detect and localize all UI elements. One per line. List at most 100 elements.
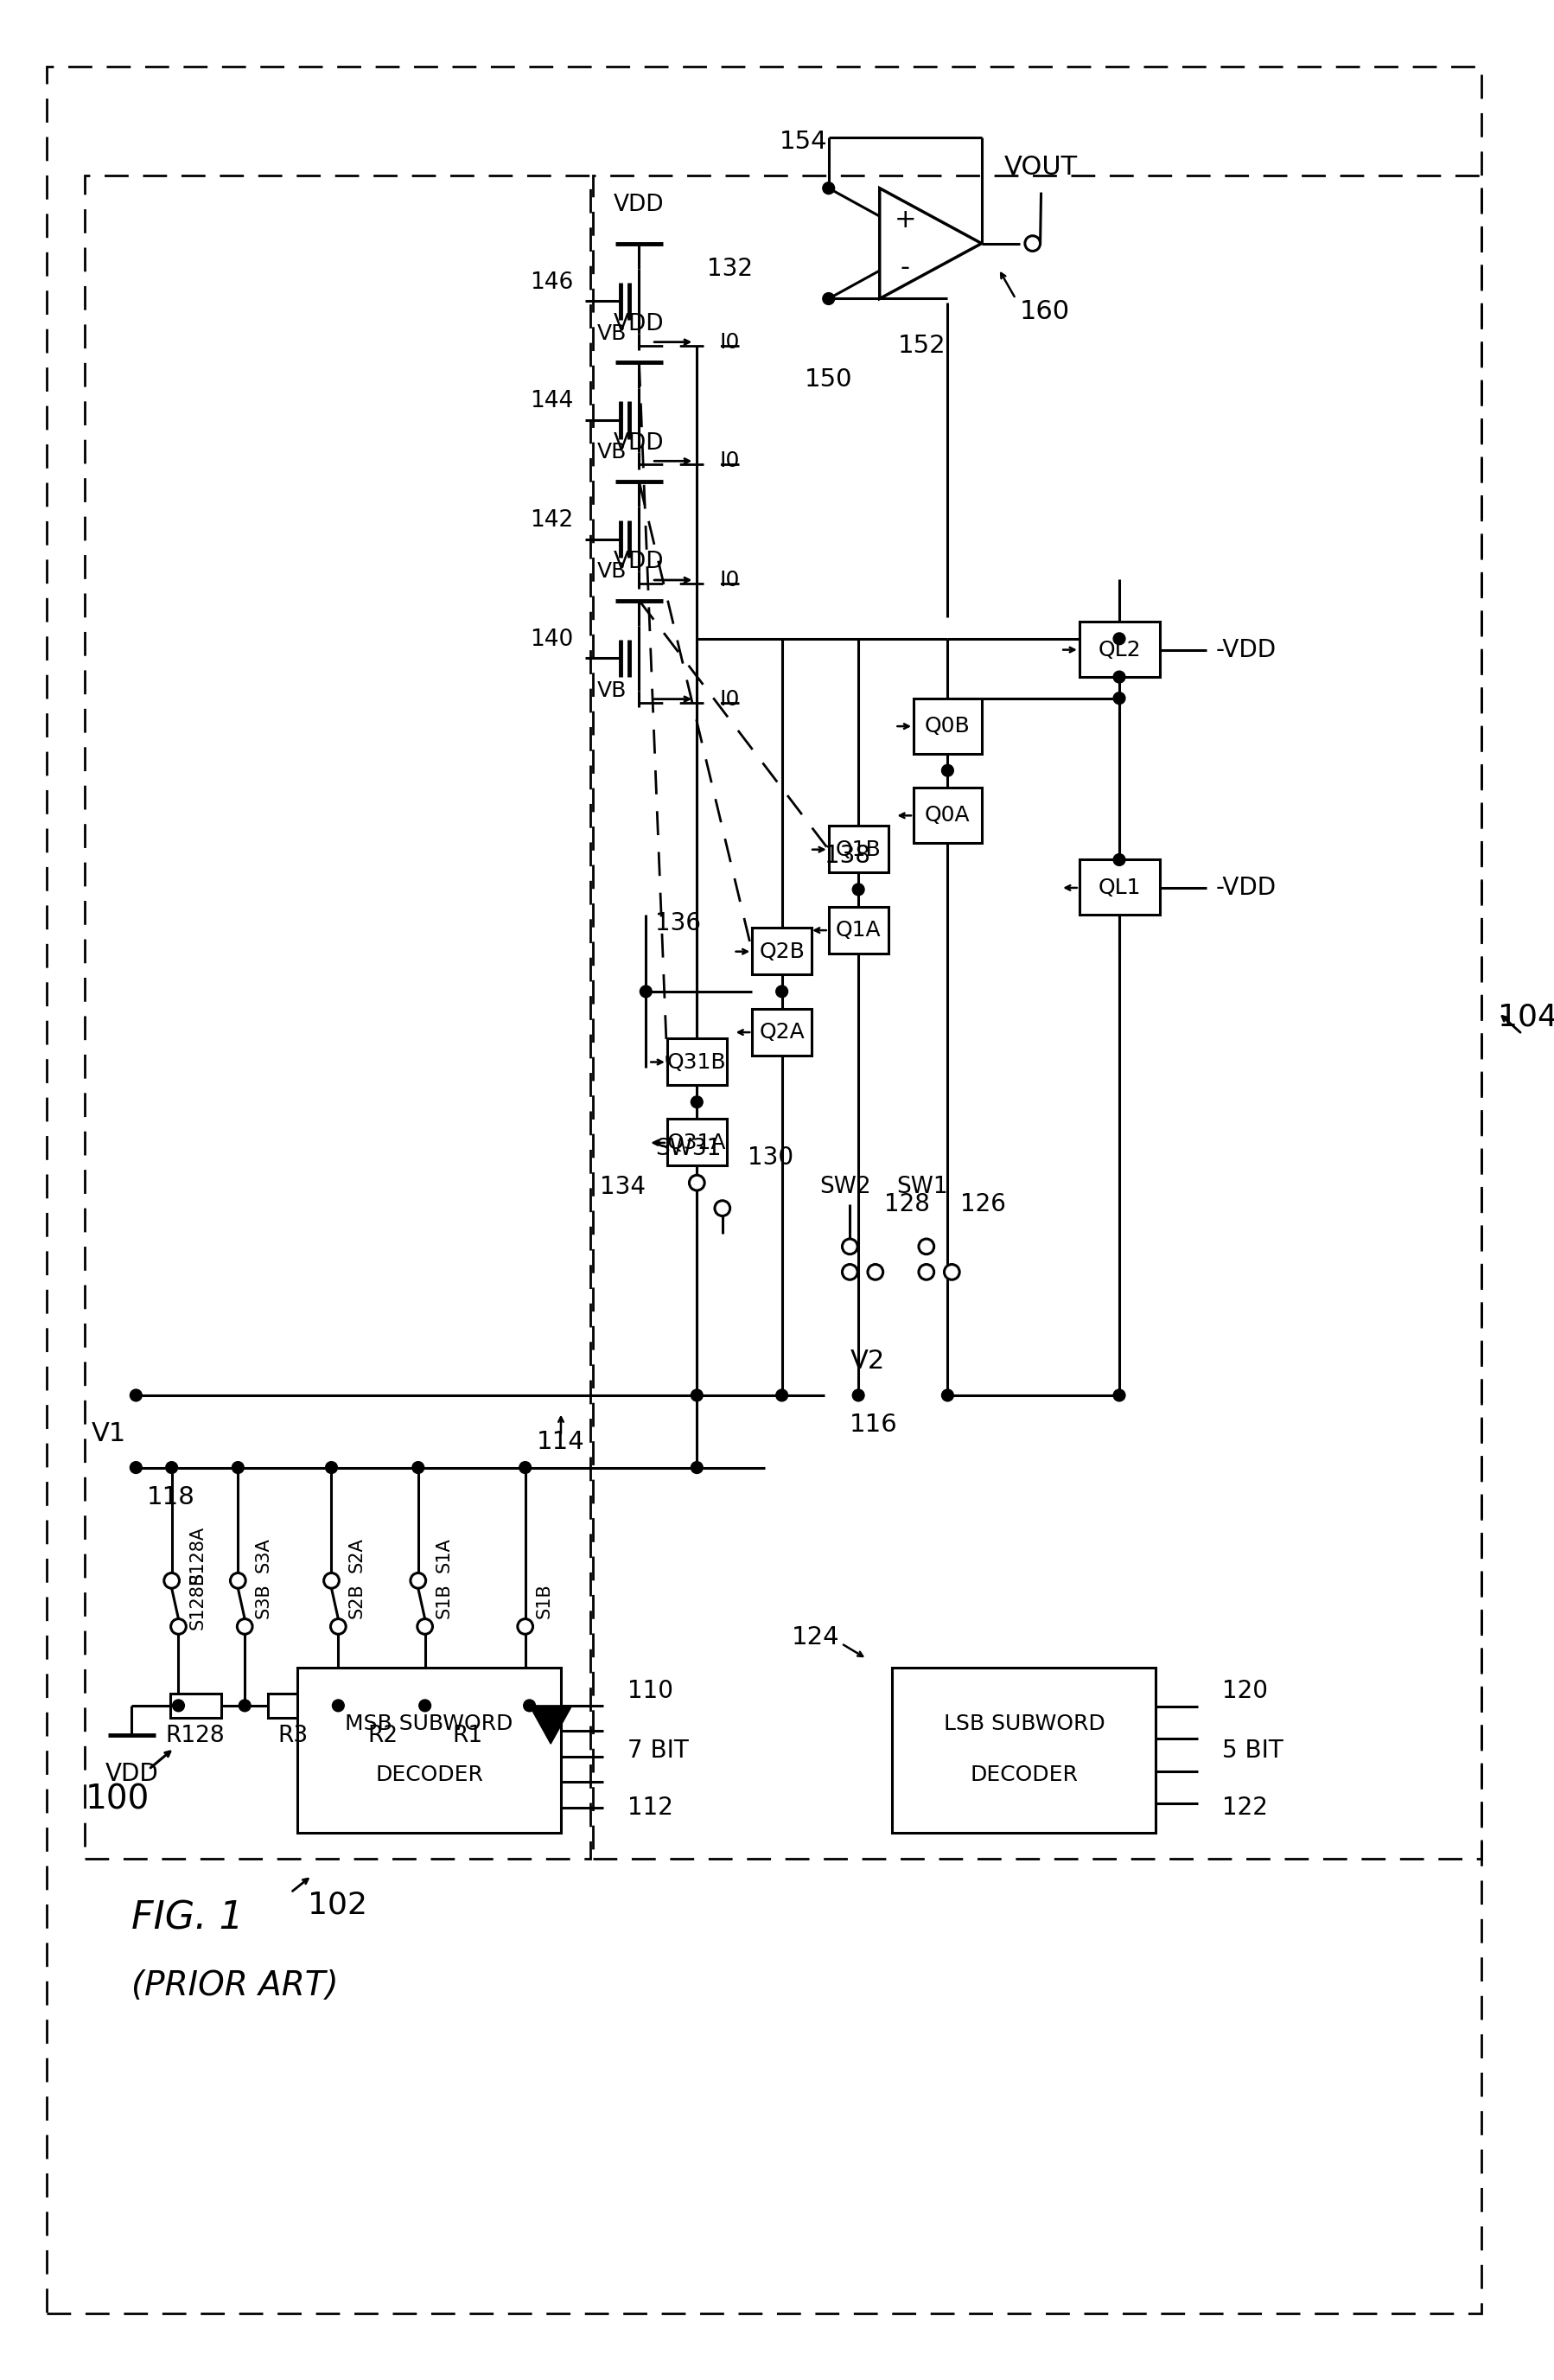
Circle shape (867, 1264, 883, 1280)
Circle shape (418, 1618, 432, 1635)
Text: 134: 134 (600, 1176, 646, 1200)
Circle shape (822, 183, 834, 195)
Text: 136: 136 (656, 912, 701, 935)
Text: Q2A: Q2A (758, 1021, 805, 1042)
Text: 128: 128 (884, 1192, 929, 1216)
Text: -: - (900, 255, 909, 281)
Bar (667, 1119, 727, 1166)
Circle shape (1113, 1390, 1125, 1402)
Text: Q2B: Q2B (758, 940, 805, 962)
Text: (PRIOR ART): (PRIOR ART) (132, 1971, 339, 2002)
Circle shape (1113, 854, 1125, 866)
Circle shape (131, 1461, 141, 1473)
Text: 124: 124 (793, 1626, 839, 1649)
Text: 102: 102 (308, 1890, 367, 1921)
Text: 122: 122 (1221, 1795, 1268, 1821)
Circle shape (131, 1390, 141, 1402)
Circle shape (517, 1618, 533, 1635)
Circle shape (918, 1240, 934, 1254)
Text: 154: 154 (779, 129, 827, 155)
Text: R128: R128 (166, 1725, 225, 1747)
Bar (828, 826, 889, 873)
Bar (1080, 859, 1161, 914)
Text: DECODER: DECODER (375, 1764, 483, 1785)
Text: 130: 130 (747, 1145, 794, 1169)
Text: 104: 104 (1498, 1002, 1554, 1031)
Text: S1B: S1B (435, 1583, 452, 1618)
Text: 7 BIT: 7 BIT (628, 1737, 688, 1764)
Text: I0: I0 (720, 450, 740, 471)
Text: 140: 140 (530, 628, 573, 650)
Circle shape (412, 1461, 424, 1473)
Circle shape (640, 985, 651, 997)
Bar (594, 176, 1481, 1859)
Bar (892, 1668, 1156, 1833)
Bar (828, 907, 889, 954)
Text: SW31: SW31 (656, 1138, 721, 1159)
Bar (1080, 621, 1161, 676)
Circle shape (166, 1461, 177, 1473)
Text: I0: I0 (720, 331, 740, 352)
Bar (169, 1695, 221, 1718)
Text: VB: VB (597, 324, 626, 345)
Text: VDD: VDD (614, 431, 665, 455)
Text: S2B: S2B (348, 1583, 365, 1618)
Text: 138: 138 (824, 843, 870, 869)
Text: 5 BIT: 5 BIT (1221, 1737, 1284, 1764)
Text: 100: 100 (85, 1783, 149, 1816)
Text: Q0A: Q0A (925, 804, 970, 826)
Circle shape (942, 764, 954, 776)
Text: Q1B: Q1B (836, 840, 881, 859)
Circle shape (715, 1200, 730, 1216)
Text: VDD: VDD (106, 1761, 159, 1785)
Text: VOUT: VOUT (1004, 155, 1078, 178)
Text: FIG. 1: FIG. 1 (132, 1899, 244, 1937)
Circle shape (1113, 693, 1125, 704)
Bar (667, 1038, 727, 1085)
Text: +: + (894, 207, 917, 233)
Text: R1: R1 (452, 1725, 483, 1747)
Circle shape (232, 1461, 244, 1473)
Text: V1: V1 (92, 1421, 126, 1447)
Circle shape (331, 1618, 347, 1635)
Circle shape (410, 1573, 426, 1587)
Text: R3: R3 (278, 1725, 308, 1747)
Bar (752, 1009, 811, 1054)
Text: S1B: S1B (535, 1583, 553, 1618)
Circle shape (323, 1573, 339, 1587)
Text: 112: 112 (628, 1795, 673, 1821)
Text: I0: I0 (720, 569, 740, 590)
Text: SW1: SW1 (897, 1176, 948, 1197)
Text: 116: 116 (850, 1414, 898, 1438)
Bar (752, 928, 811, 973)
Text: SW2: SW2 (821, 1176, 872, 1197)
Text: S3B: S3B (255, 1583, 272, 1618)
Circle shape (1026, 236, 1040, 250)
Bar (441, 1695, 493, 1718)
Circle shape (420, 1699, 430, 1711)
Circle shape (524, 1699, 536, 1711)
Bar (357, 1695, 409, 1718)
Bar (297, 1668, 561, 1833)
Circle shape (942, 1390, 954, 1402)
Text: 110: 110 (628, 1678, 673, 1704)
Circle shape (918, 1264, 934, 1280)
Text: VDD: VDD (614, 312, 665, 336)
Text: 132: 132 (707, 257, 752, 281)
Text: -VDD: -VDD (1215, 638, 1276, 662)
Text: 114: 114 (536, 1430, 584, 1454)
Bar (267, 1695, 319, 1718)
Text: VDD: VDD (614, 193, 665, 217)
Text: Q31B: Q31B (667, 1052, 727, 1073)
Circle shape (692, 1097, 702, 1109)
Text: V2: V2 (850, 1349, 884, 1373)
Text: QL1: QL1 (1097, 878, 1141, 897)
Circle shape (171, 1618, 186, 1635)
Circle shape (1113, 671, 1125, 683)
Text: LSB SUBWORD: LSB SUBWORD (943, 1714, 1105, 1733)
Text: 126: 126 (960, 1192, 1005, 1216)
Text: S128B: S128B (188, 1573, 205, 1630)
Circle shape (172, 1699, 185, 1711)
Text: VB: VB (597, 443, 626, 464)
Polygon shape (530, 1706, 572, 1745)
